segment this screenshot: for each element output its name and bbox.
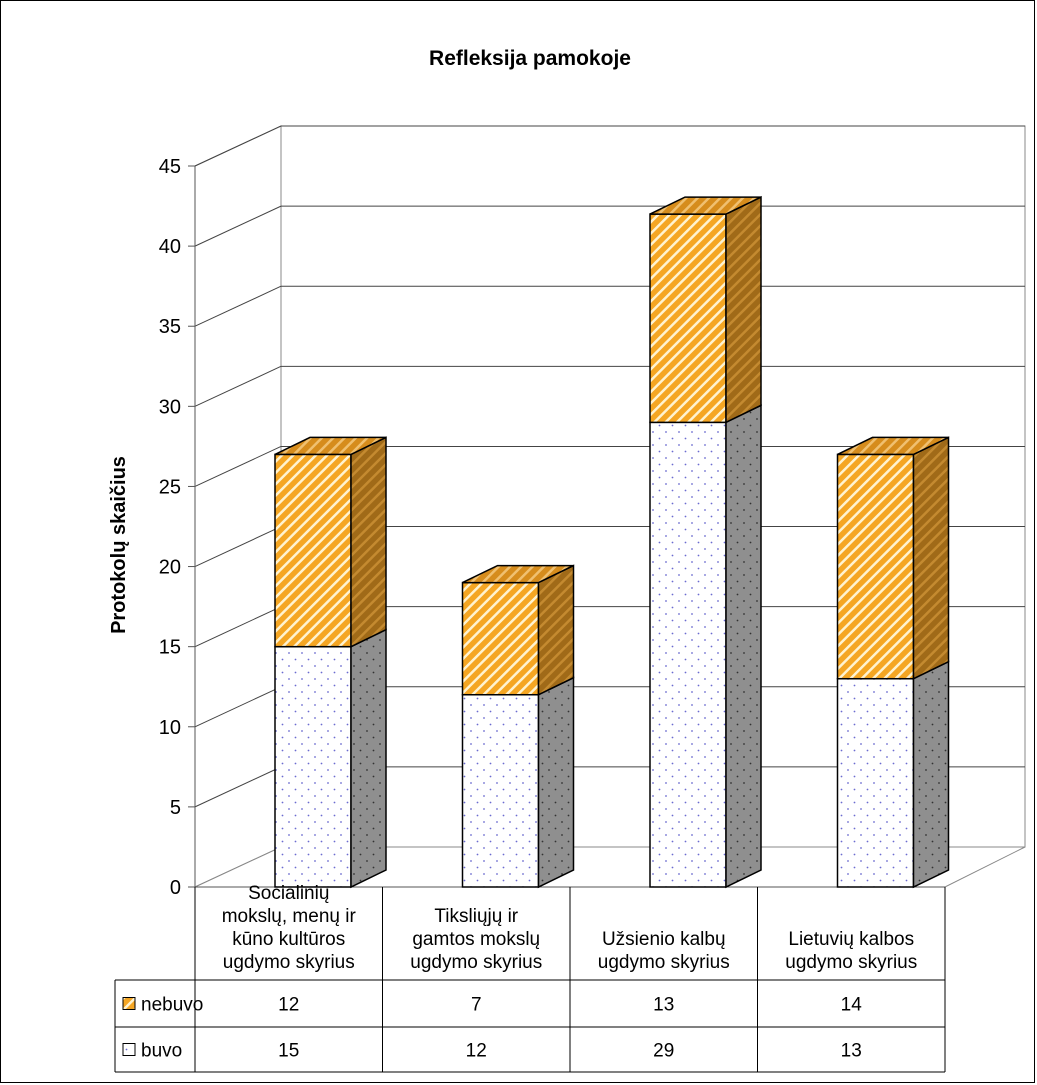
y-tick-label: 45 xyxy=(159,156,181,178)
x-tick-label: Socialinių xyxy=(248,883,329,904)
gridline-side xyxy=(194,125,282,167)
bar-buvo-front xyxy=(461,693,540,888)
data-label: 29 xyxy=(653,1041,674,1062)
legend-swatch xyxy=(122,997,136,1010)
y-tick-label: 40 xyxy=(159,236,181,258)
bar-buvo-side xyxy=(725,404,762,889)
gridline-side xyxy=(194,766,282,808)
bar-buvo-side xyxy=(912,660,950,889)
bars-group xyxy=(274,195,950,889)
y-tick-label: 35 xyxy=(159,316,181,338)
x-tick-label: ugdymo skyrius xyxy=(598,952,730,973)
bar-top xyxy=(462,564,574,584)
bar-nebuvo-side xyxy=(912,436,950,680)
bar-buvo-front xyxy=(836,677,915,888)
bar-top xyxy=(649,196,762,215)
x-tick-label: mokslų, menų ir xyxy=(222,906,357,927)
bar-top xyxy=(837,436,949,456)
x-tick-label: ugdymo skyrius xyxy=(410,952,542,973)
chart-title: Refleksija pamokoje xyxy=(429,47,631,70)
x-tick-label: Lietuvių kalbos xyxy=(788,929,914,950)
bar-top xyxy=(274,436,387,456)
x-tick-label: ugdymo skyrius xyxy=(223,952,355,973)
bar-buvo-side xyxy=(537,676,575,889)
bar-buvo-front xyxy=(274,645,352,888)
y-tick-label: 5 xyxy=(170,797,181,819)
y-tick-label: 30 xyxy=(159,396,181,418)
bar-buvo-side xyxy=(350,628,387,889)
gridline-side xyxy=(194,365,282,407)
data-label: 15 xyxy=(278,1041,299,1062)
y-tick-label: 15 xyxy=(159,637,181,659)
bar-nebuvo-front xyxy=(649,213,727,424)
gridline-side xyxy=(194,205,282,247)
gridline-side xyxy=(194,285,282,327)
y-axis-label: Protokolų skaičius xyxy=(108,456,130,634)
data-label: 13 xyxy=(653,995,674,1016)
y-tick-label: 0 xyxy=(170,877,181,899)
x-tick-label: ugdymo skyrius xyxy=(785,952,917,973)
bar-nebuvo-side xyxy=(350,436,387,648)
bar-nebuvo-side xyxy=(537,564,575,696)
legend-label: nebuvo xyxy=(141,995,203,1016)
y-tick-label: 10 xyxy=(159,717,181,739)
bar-buvo-front xyxy=(649,421,727,888)
gridline-side xyxy=(194,445,282,487)
legend-swatch xyxy=(122,1043,136,1056)
bar-nebuvo-side xyxy=(725,195,762,424)
bar-nebuvo-front xyxy=(836,453,915,680)
x-tick-label: Tiksliųjų ir xyxy=(434,906,518,927)
gridline-side xyxy=(194,606,282,648)
legend-label: buvo xyxy=(141,1041,182,1062)
data-label: 12 xyxy=(278,995,299,1016)
gridline-side xyxy=(194,686,282,728)
y-tick-label: 25 xyxy=(159,476,181,498)
x-tick-label: Užsienio kalbų xyxy=(602,929,726,950)
bar-nebuvo-front xyxy=(461,581,540,696)
data-label: 13 xyxy=(841,1041,862,1062)
x-tick-label: gamtos mokslų xyxy=(412,929,540,950)
y-tick-label: 20 xyxy=(159,557,181,579)
y-axis-ticks: 0 5 10 15 20 25 30 35 40 45 xyxy=(159,156,945,899)
bar-nebuvo-front xyxy=(274,453,352,648)
data-label: 14 xyxy=(841,995,863,1016)
gridline-side xyxy=(194,526,282,568)
data-label: 12 xyxy=(466,1041,487,1062)
data-label: 7 xyxy=(471,995,482,1016)
x-tick-label: kūno kultūros xyxy=(232,929,345,950)
